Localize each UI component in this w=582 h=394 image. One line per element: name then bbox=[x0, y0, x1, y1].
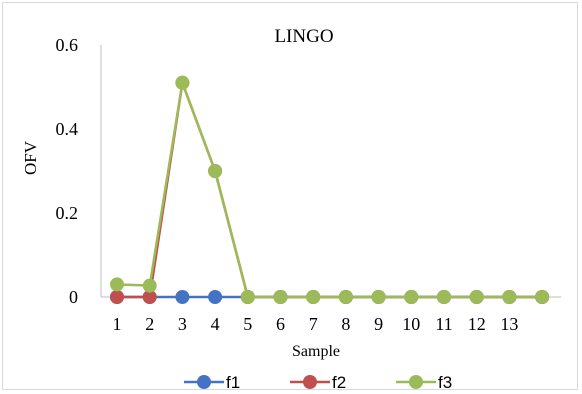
x-tick-label: 2 bbox=[145, 314, 154, 334]
series-f3 bbox=[110, 75, 550, 304]
x-tick-label: 13 bbox=[500, 314, 518, 334]
legend-marker bbox=[197, 375, 211, 389]
x-axis-label: Sample bbox=[292, 343, 340, 360]
chart-frame bbox=[2, 2, 578, 390]
chart-title: LINGO bbox=[274, 26, 333, 47]
y-tick-labels: 0 0.2 0.4 0.6 bbox=[56, 35, 79, 307]
series-layer bbox=[110, 75, 550, 304]
y-tick-label: 0.4 bbox=[56, 119, 79, 139]
data-point bbox=[371, 290, 386, 304]
x-tick-label: 1 bbox=[113, 314, 122, 334]
legend-item-f2: f2 bbox=[290, 373, 346, 392]
data-point bbox=[535, 290, 550, 304]
data-point bbox=[175, 75, 190, 90]
x-tick-label: 3 bbox=[178, 314, 187, 334]
data-point bbox=[502, 290, 517, 304]
y-tick-label: 0.2 bbox=[56, 203, 79, 223]
legend-label: f1 bbox=[226, 373, 240, 392]
x-tick-label: 12 bbox=[468, 314, 486, 334]
data-point bbox=[208, 164, 223, 178]
series-line bbox=[116, 81, 543, 299]
data-point bbox=[437, 290, 451, 304]
data-point bbox=[175, 290, 190, 304]
data-point bbox=[306, 290, 321, 304]
data-point bbox=[142, 290, 157, 304]
x-tick-label: 4 bbox=[211, 314, 220, 334]
legend-item-f1: f1 bbox=[184, 373, 240, 392]
series-f2 bbox=[110, 75, 550, 304]
y-tick-label: 0.6 bbox=[56, 35, 79, 55]
data-point bbox=[208, 290, 223, 304]
x-tick-label: 8 bbox=[341, 314, 350, 334]
x-tick-label: 6 bbox=[276, 314, 285, 334]
y-axis-label: OFV bbox=[21, 140, 40, 175]
data-point bbox=[110, 277, 124, 292]
legend: f1 f2 f3 bbox=[184, 373, 452, 392]
legend-label: f2 bbox=[332, 373, 346, 392]
x-tick-labels: 1 2 3 4 5 6 7 8 9 10 11 12 13 bbox=[113, 314, 519, 334]
data-point bbox=[404, 290, 419, 304]
x-tick-label: 11 bbox=[435, 314, 452, 334]
legend-marker bbox=[303, 375, 317, 389]
x-tick-label: 5 bbox=[243, 314, 252, 334]
x-tick-label: 7 bbox=[309, 314, 318, 334]
x-tick-label: 10 bbox=[402, 314, 420, 334]
data-point bbox=[240, 290, 255, 304]
data-point bbox=[338, 290, 353, 304]
data-point bbox=[110, 290, 124, 304]
data-point bbox=[469, 290, 484, 304]
y-tick-label: 0 bbox=[69, 287, 78, 307]
data-point bbox=[142, 278, 157, 293]
legend-item-f3: f3 bbox=[396, 373, 452, 392]
legend-label: f3 bbox=[438, 373, 452, 392]
legend-marker bbox=[409, 375, 423, 389]
x-tick-label: 9 bbox=[374, 314, 383, 334]
data-point bbox=[273, 290, 288, 304]
series-line bbox=[117, 81, 543, 299]
